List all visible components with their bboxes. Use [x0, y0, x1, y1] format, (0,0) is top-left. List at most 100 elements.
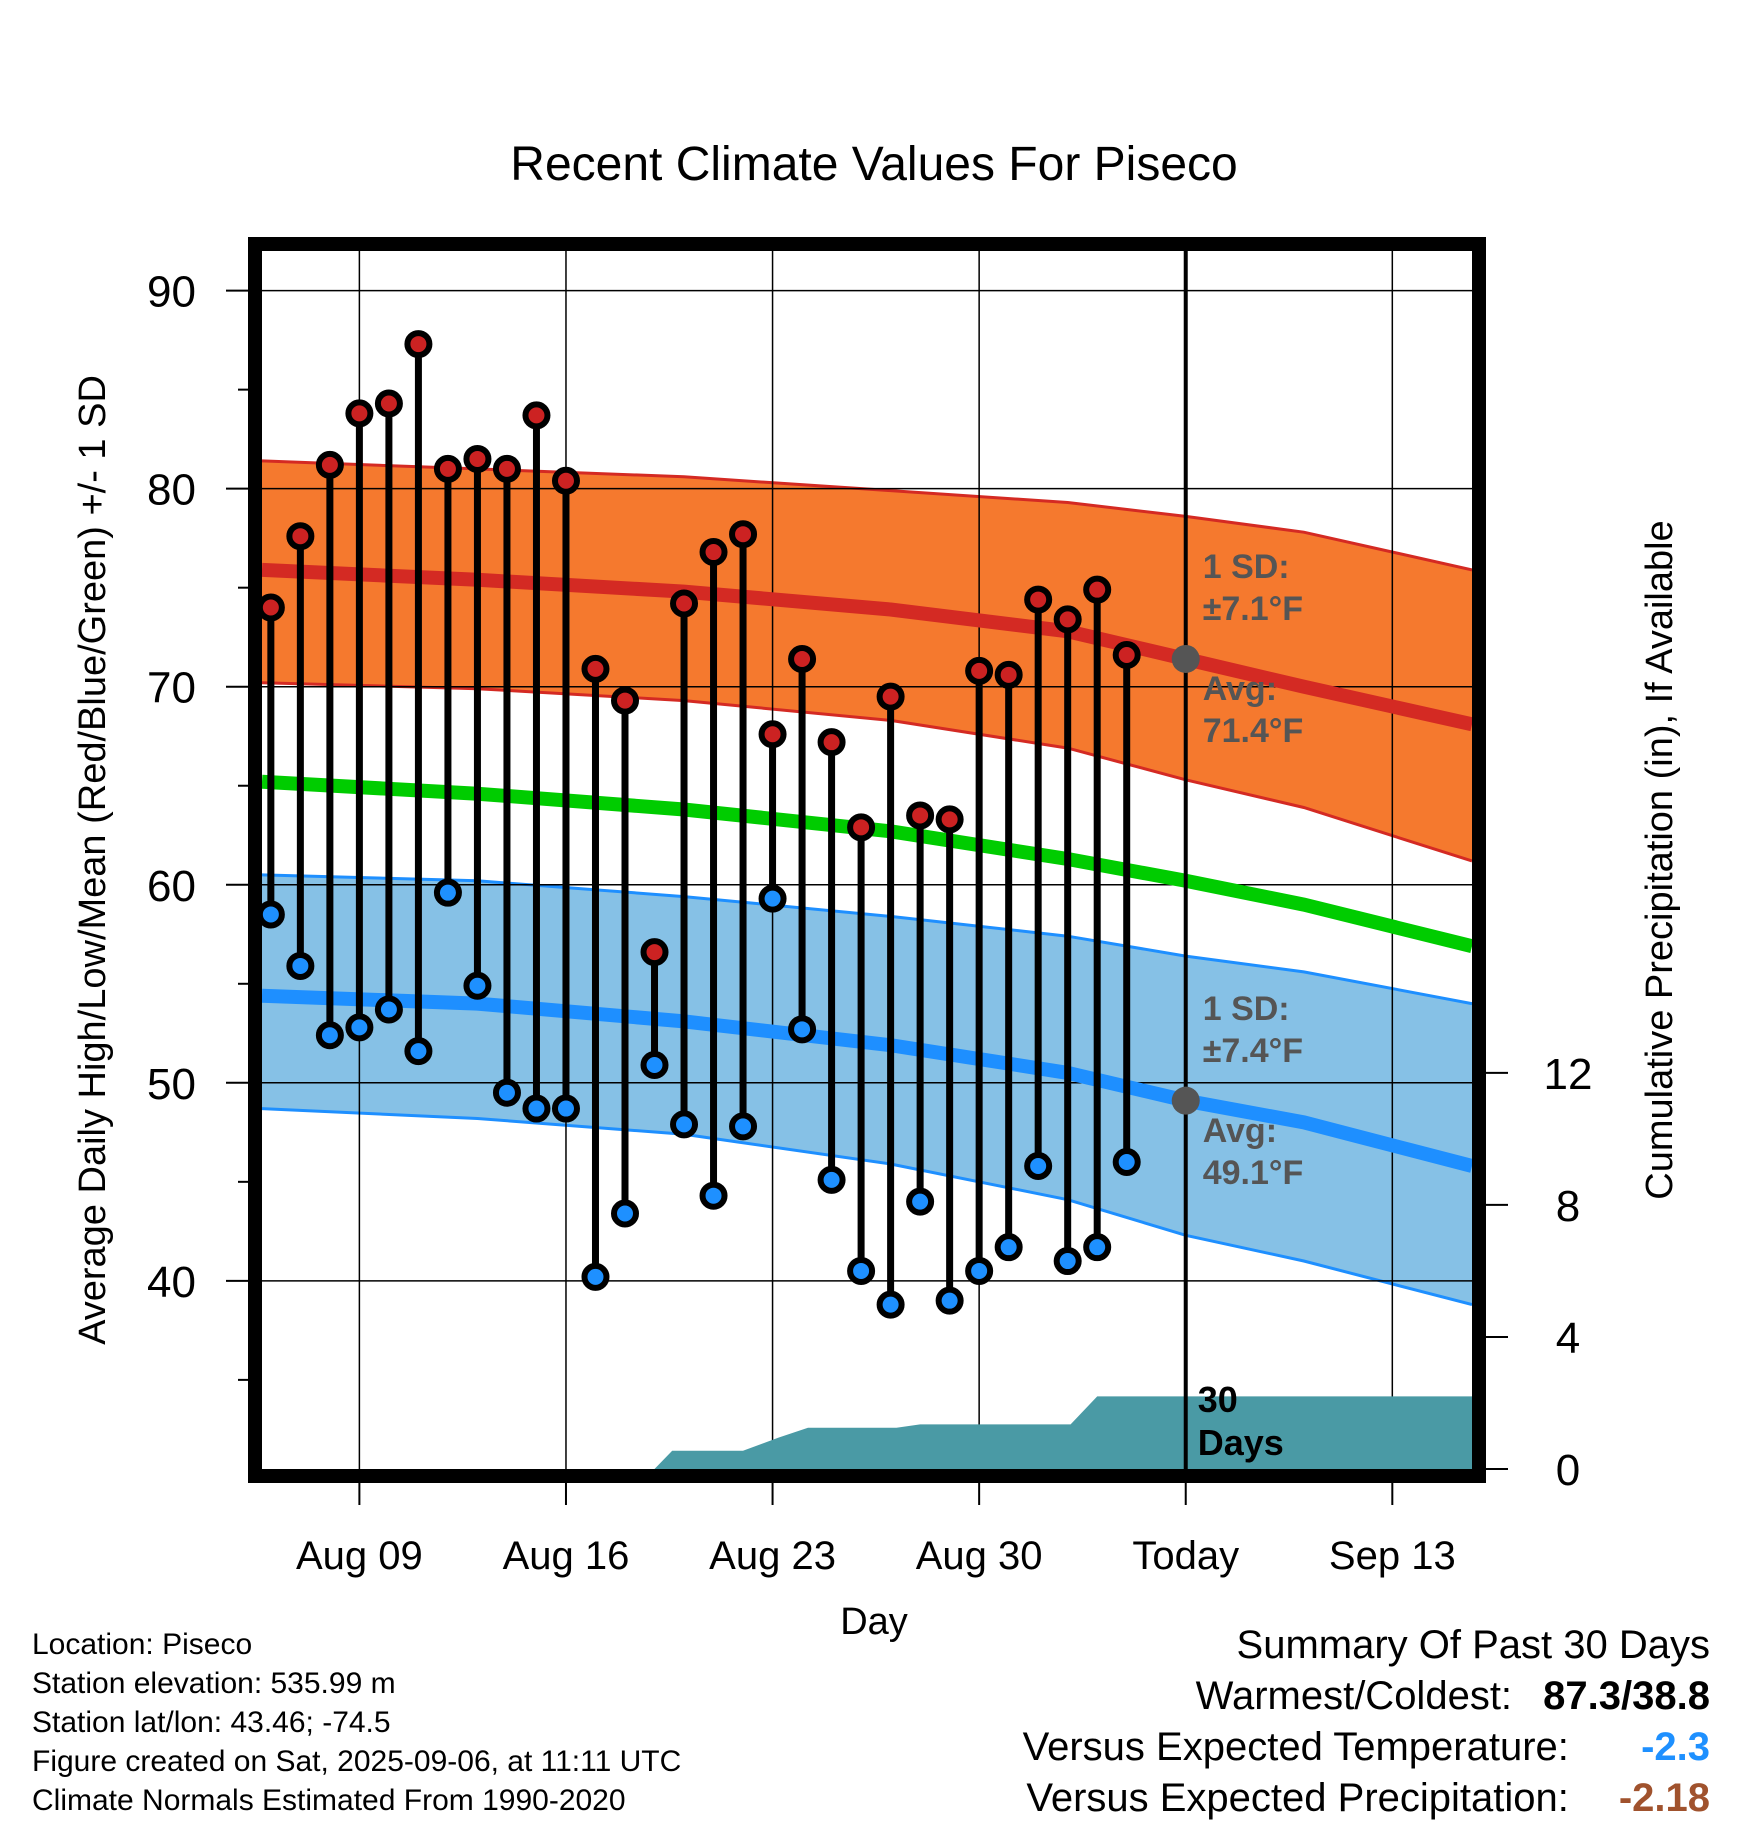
x-tick-label: Sep 13: [1329, 1534, 1456, 1578]
x-tick-label: Aug 09: [296, 1534, 423, 1578]
low-avg-marker: [1171, 1086, 1200, 1115]
summary-panel: Summary Of Past 30 Days Warmest/Coldest:…: [1023, 1620, 1710, 1824]
high-point: [670, 589, 699, 618]
low-point: [788, 1015, 817, 1044]
low-point: [1083, 1233, 1112, 1262]
low-point: [876, 1290, 905, 1319]
chart-title: Recent Climate Values For Piseco: [510, 138, 1237, 191]
high-point: [699, 538, 728, 567]
precip-label: Versus Expected Precipitation:: [1026, 1776, 1569, 1820]
high-point: [286, 522, 315, 551]
low-point: [551, 1094, 580, 1123]
high-point: [729, 520, 758, 549]
high-point: [847, 813, 876, 842]
precip-days-number: 30: [1198, 1379, 1238, 1420]
low-point: [611, 1199, 639, 1228]
station-info: Location: Piseco Station elevation: 535.…: [32, 1625, 681, 1820]
x-tick-label: Today: [1132, 1534, 1239, 1578]
low-sd-label: 1 SD:: [1203, 990, 1290, 1028]
low-point: [729, 1112, 758, 1141]
y-tick-label: 70: [147, 664, 196, 713]
high-point: [788, 644, 817, 673]
low-point: [1112, 1148, 1141, 1177]
low-point: [492, 1078, 521, 1107]
y-tick-label: 40: [147, 1258, 196, 1307]
low-point: [1053, 1247, 1082, 1276]
y2-tick-label: 8: [1556, 1182, 1580, 1231]
created-text: Figure created on Sat, 2025-09-06, at 11…: [32, 1745, 682, 1778]
temp-label: Versus Expected Temperature:: [1022, 1725, 1569, 1769]
high-point: [1112, 641, 1141, 670]
y-tick-label: 60: [147, 862, 196, 911]
low-point: [581, 1262, 610, 1291]
low-avg-value: 49.1°F: [1203, 1154, 1304, 1192]
high-point: [758, 720, 787, 749]
low-point: [906, 1187, 935, 1216]
y2-tick-label: 12: [1544, 1050, 1593, 1099]
low-point: [404, 1037, 433, 1066]
y-tick-label: 80: [147, 466, 196, 515]
precip-row: Versus Expected Precipitation: -2.18: [1023, 1773, 1710, 1824]
high-point: [817, 728, 846, 757]
low-point: [640, 1050, 669, 1079]
low-point: [374, 995, 403, 1024]
warm-cold-value: 87.3/38.8: [1543, 1674, 1710, 1718]
high-point: [876, 682, 905, 711]
latlon-text: Station lat/lon: 43.46; -74.5: [32, 1706, 391, 1739]
high-point: [374, 389, 403, 418]
high-point: [522, 401, 551, 430]
x-tick-label: Aug 30: [916, 1534, 1043, 1578]
high-point: [463, 444, 492, 473]
high-point: [1024, 585, 1053, 614]
temp-value: -2.3: [1641, 1725, 1710, 1769]
warm-cold-row: Warmest/Coldest: 87.3/38.8: [1023, 1671, 1710, 1722]
x-axis-label: Day: [840, 1601, 908, 1643]
low-avg-label: Avg:: [1203, 1112, 1277, 1150]
location-text: Location: Piseco: [32, 1628, 253, 1661]
low-point: [522, 1094, 551, 1123]
plot-frame: [248, 237, 1486, 1483]
low-point: [758, 884, 787, 913]
low-point: [463, 971, 492, 1000]
warm-cold-label: Warmest/Coldest:: [1195, 1674, 1513, 1718]
x-tick-label: Aug 16: [503, 1534, 630, 1578]
low-point: [433, 878, 462, 907]
low-point: [817, 1165, 846, 1194]
high-point: [935, 805, 964, 834]
low-point: [670, 1110, 699, 1139]
high-sd-value: ±7.1°F: [1203, 590, 1303, 628]
high-point: [994, 660, 1023, 689]
low-point: [315, 1021, 344, 1050]
y-axis-label-left: Average Daily High/Low/Mean (Red/Blue/Gr…: [72, 375, 114, 1345]
high-point: [611, 686, 639, 715]
plot-area: 1 SD: ±7.1°F Avg: 71.4°F 1 SD: ±7.4°F Avg: 49.1…: [147, 237, 1593, 1578]
plot-inner: 1 SD: ±7.1°F Avg: 71.4°F 1 SD: ±7.4°F Avg: 49.1…: [262, 251, 1472, 1469]
high-point: [433, 454, 462, 483]
high-point: [1053, 605, 1082, 634]
elevation-text: Station elevation: 535.99 m: [32, 1667, 396, 1700]
high-point: [906, 801, 935, 830]
precip-area: [654, 1396, 1472, 1469]
low-point: [1024, 1151, 1053, 1180]
low-point: [345, 1013, 374, 1042]
high-point: [315, 450, 344, 479]
summary-title: Summary Of Past 30 Days: [1236, 1623, 1710, 1667]
high-avg-marker: [1171, 644, 1200, 673]
y2-tick-label: 0: [1556, 1446, 1580, 1495]
y-axis-label-right: Cumulative Precipitation (in), If Availa…: [1639, 520, 1681, 1199]
normals-text: Climate Normals Estimated From 1990-2020: [32, 1784, 626, 1817]
precip-value: -2.18: [1618, 1776, 1710, 1820]
y-tick-label: 50: [147, 1060, 196, 1109]
y-tick-label: 90: [147, 268, 196, 317]
high-point: [640, 938, 669, 967]
low-point: [965, 1256, 994, 1285]
low-point: [286, 951, 315, 980]
high-sd-band: [262, 460, 1472, 861]
temp-row: Versus Expected Temperature: -2.3: [1023, 1722, 1710, 1773]
high-point: [262, 593, 285, 622]
low-sd-band: [262, 874, 1472, 1305]
high-point: [345, 399, 374, 428]
high-point: [404, 330, 433, 359]
high-point: [492, 454, 521, 483]
